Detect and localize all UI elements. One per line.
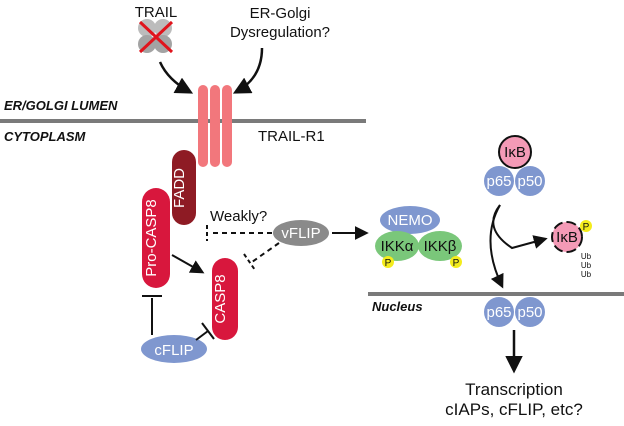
nemo-label: NEMO — [388, 212, 433, 229]
ikkb-shape — [418, 231, 462, 261]
cflip-protein: cFLIP — [141, 335, 207, 363]
ikb-p-shape — [551, 221, 583, 253]
dysregulation-to-receptor-arrow — [232, 47, 264, 94]
dysregulation-label: Dysregulation? — [230, 24, 330, 41]
p65-shape — [484, 166, 514, 196]
cflip-shape — [141, 335, 207, 363]
er-golgi-label: ER-Golgi — [250, 5, 311, 22]
phospho-badge — [450, 256, 462, 268]
p65-label: p65 — [486, 173, 511, 190]
ikkb-label: IKKβ — [424, 238, 457, 255]
p50-shape — [515, 166, 545, 196]
phospho-badge — [580, 220, 592, 232]
ikb-release-arrow — [492, 204, 548, 250]
weakly-label: Weakly? — [210, 208, 267, 225]
p50-label: p50 — [517, 173, 542, 190]
pro-casp8-protein: Pro-CASP8 — [142, 188, 170, 288]
fadd-shape — [172, 150, 196, 225]
cflip-label: cFLIP — [154, 342, 193, 359]
ikb-label: IκB — [504, 144, 526, 161]
ub-label: Ub — [581, 261, 592, 270]
vflip-label: vFLIP — [281, 225, 320, 242]
phospho-label: P — [453, 258, 460, 269]
trail-r1-label: TRAIL-R1 — [258, 128, 325, 145]
fadd-label: FADD — [171, 168, 188, 208]
receptor-strand — [210, 85, 220, 167]
cflip-inhibits-casp8 — [195, 330, 209, 341]
trail-subunit — [154, 19, 172, 37]
ikka-shape — [375, 231, 419, 261]
phospho-label: P — [583, 222, 590, 233]
nemo-shape — [380, 206, 440, 234]
red-x-icon-stroke — [138, 20, 174, 54]
ikka-label: IKKα — [381, 238, 414, 255]
ikb-shape — [498, 135, 532, 169]
ikk-complex: NEMO IKKα IKKβ P P — [375, 206, 462, 269]
casp8-shape — [212, 258, 238, 340]
trail-ligand — [138, 19, 174, 54]
pro-casp8-label: Pro-CASP8 — [143, 199, 160, 277]
phospho-badge — [382, 256, 394, 268]
nfkb-to-nucleus-arrow — [489, 204, 504, 289]
receptor-strand — [198, 85, 208, 167]
procasp8-to-casp8-arrow — [171, 254, 205, 274]
pro-casp8-shape — [142, 188, 170, 288]
p50-nuclear-label: p50 — [517, 304, 542, 321]
ub-label: Ub — [581, 252, 592, 261]
trail-label: TRAIL — [135, 4, 178, 21]
target-genes-label: cIAPs, cFLIP, etc? — [445, 400, 583, 419]
p65-nuclear-label: p65 — [486, 304, 511, 321]
vflip-inhibits-casp8-dashed — [251, 242, 280, 263]
casp8-protein: CASP8 — [212, 258, 238, 340]
ikb-p-label: IκB — [556, 229, 578, 246]
nuclear-nfkb: p65 p50 — [484, 297, 545, 327]
inhibition-bar — [243, 253, 256, 271]
ikb-nfkb-complex: IκB p65 p50 — [484, 135, 545, 196]
inhibition-bar — [201, 322, 215, 340]
transcription-label: Transcription — [465, 380, 563, 399]
trail-r1-receptor — [198, 85, 232, 167]
receptor-strand — [222, 85, 232, 167]
nucleus-label: Nucleus — [372, 299, 423, 314]
vflip-shape — [273, 220, 329, 246]
p65-nuclear-shape — [484, 297, 514, 327]
cytoplasm-label: CYTOPLASM — [4, 129, 87, 144]
p50-nuclear-shape — [515, 297, 545, 327]
vflip-protein: vFLIP — [273, 220, 329, 246]
ub-label: Ub — [581, 270, 592, 279]
casp8-label: CASP8 — [212, 274, 229, 323]
trail-to-receptor-arrow — [158, 61, 194, 94]
er-golgi-lumen-label: ER/GOLGI LUMEN — [4, 98, 118, 113]
fadd-protein: FADD — [171, 150, 196, 225]
phospho-label: P — [385, 258, 392, 269]
ikb-ub-protein: IκB P Ub Ub Ub — [551, 220, 592, 279]
